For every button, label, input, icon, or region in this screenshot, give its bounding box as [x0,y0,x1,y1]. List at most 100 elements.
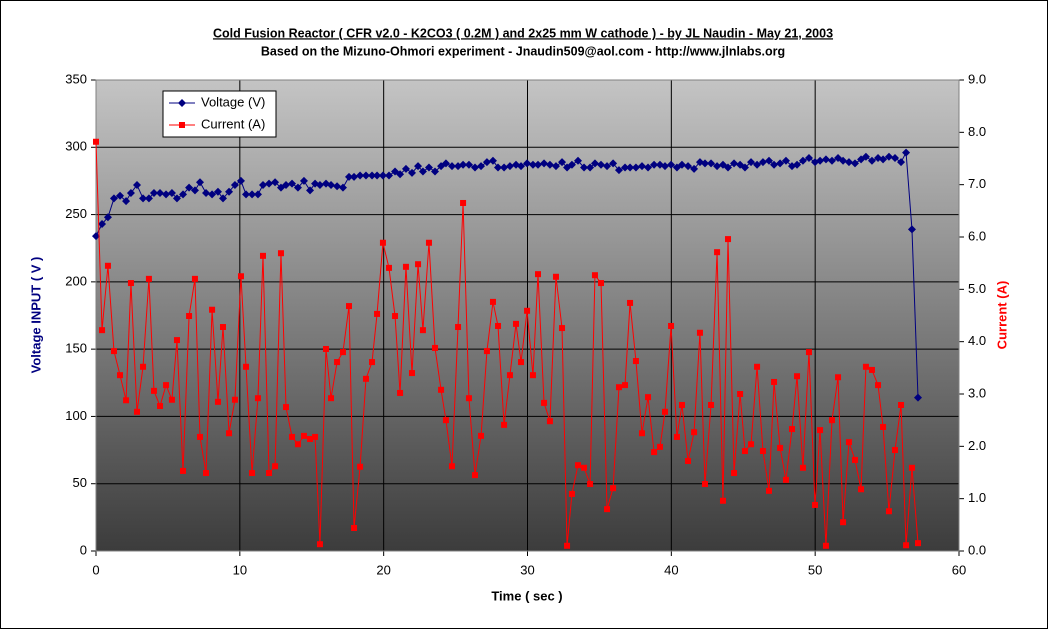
point [559,325,566,332]
point [731,470,738,477]
point [505,162,514,171]
point [713,162,722,171]
point [799,464,806,471]
point [441,159,450,168]
point [596,160,605,169]
series-line [95,141,919,546]
point [425,239,432,246]
point [747,158,756,167]
point [254,395,261,402]
point [471,163,480,172]
point [401,164,410,173]
point [518,359,525,366]
point [144,194,153,203]
point [835,374,842,381]
point [897,158,906,167]
point [327,180,336,189]
point [568,490,575,497]
x-axis-title: Time ( sec ) [491,588,562,603]
point [724,163,733,172]
point [861,152,870,161]
point [758,158,767,167]
point [668,322,675,329]
y2-tick-label: 6.0 [968,228,986,243]
point [163,382,170,389]
point [225,187,234,196]
point [334,359,341,366]
point [414,162,423,171]
point [626,163,635,172]
x-tick-label: 0 [92,562,99,577]
point [880,423,887,430]
point [506,372,513,379]
point [293,183,302,192]
point [644,163,653,172]
x-tick-label: 50 [808,562,822,577]
point [533,160,542,169]
point [517,162,526,171]
point [173,337,180,344]
point [236,176,245,185]
point [277,250,284,257]
y2-tick-label: 7.0 [968,176,986,191]
y2-tick-label: 3.0 [968,385,986,400]
point [632,358,639,365]
point [483,348,490,355]
point [283,404,290,411]
point [798,156,807,165]
point [551,162,560,171]
point [180,467,187,474]
point [396,170,405,179]
point [289,433,296,440]
point [139,194,148,203]
point [914,393,923,402]
point [580,163,589,172]
legend-marker [178,99,186,107]
point [362,375,369,382]
point [615,384,622,391]
point [99,327,106,334]
point [839,156,848,165]
point [282,180,291,189]
point [730,159,739,168]
point [448,463,455,470]
plot-border [95,79,960,552]
point [185,183,194,192]
point [828,417,835,424]
point [249,470,256,477]
point [93,138,99,145]
point [494,163,503,172]
point [149,189,158,198]
point [242,190,251,199]
point [127,280,134,287]
point [361,171,370,180]
point [402,263,409,270]
point [384,171,393,180]
point [805,349,812,356]
point [691,429,698,436]
y2-tick-label: 9.0 [968,71,986,86]
point [345,172,354,181]
point [482,158,491,167]
point [379,239,386,246]
point [253,190,262,199]
x-tick-label: 30 [520,562,534,577]
point [266,470,273,477]
y2-tick-label: 1.0 [968,490,986,505]
point [891,446,898,453]
y-tick-label: 200 [65,273,87,288]
point [409,370,416,377]
point [524,307,531,314]
point [851,159,860,168]
point [213,187,222,196]
point [202,189,211,198]
point [231,396,238,403]
point [168,396,175,403]
point [104,262,111,269]
point [145,275,152,282]
point [545,160,554,169]
point [373,171,382,180]
point [771,378,778,385]
point [338,183,347,192]
